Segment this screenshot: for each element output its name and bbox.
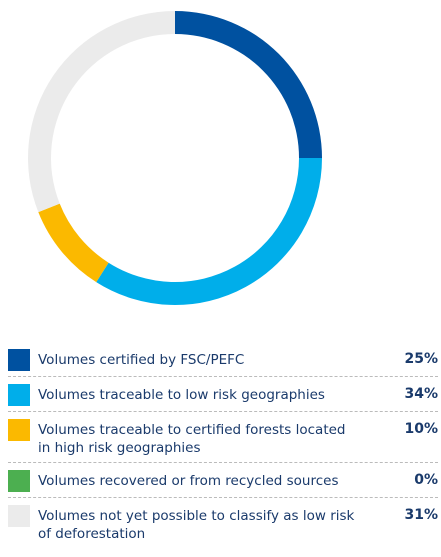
- legend-label: Volumes not yet possible to classify as …: [38, 508, 355, 542]
- donut-segment: [28, 11, 176, 213]
- legend-label: Volumes traceable to low risk geographie…: [38, 387, 325, 403]
- legend-row: Volumes certified by FSC/PEFC 25%: [8, 346, 438, 377]
- value-label: 0%: [414, 472, 438, 488]
- legend-label: Volumes traceable to certified forests l…: [38, 422, 346, 456]
- legend-swatch: [8, 470, 30, 492]
- legend-row: Volumes traceable to certified forests l…: [8, 416, 438, 463]
- legend-row: Volumes not yet possible to classify as …: [8, 502, 438, 548]
- value-label: 25%: [404, 351, 438, 367]
- value-label: 31%: [404, 507, 438, 523]
- value-label: 10%: [404, 421, 438, 437]
- legend-row: Volumes recovered or from recycled sourc…: [8, 467, 438, 498]
- legend-swatch: [8, 384, 30, 406]
- legend-swatch: [8, 349, 30, 371]
- donut-segment: [38, 203, 109, 283]
- donut-chart: [28, 11, 322, 305]
- donut-segment: [175, 11, 322, 158]
- legend-label: Volumes recovered or from recycled sourc…: [38, 473, 339, 489]
- donut-segment: [96, 158, 322, 305]
- value-label: 34%: [404, 386, 438, 402]
- legend-swatch: [8, 505, 30, 527]
- legend-label: Volumes certified by FSC/PEFC: [38, 352, 245, 368]
- legend-swatch: [8, 419, 30, 441]
- legend-row: Volumes traceable to low risk geographie…: [8, 381, 438, 412]
- legend: Volumes certified by FSC/PEFC 25% Volumes …: [8, 346, 438, 552]
